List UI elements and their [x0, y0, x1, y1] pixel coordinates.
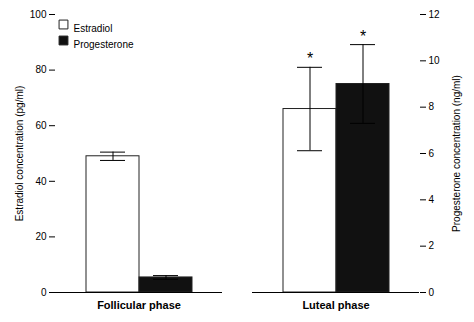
svg-text:Progesterone concentration (ng: Progesterone concentration (ng/ml): [451, 75, 462, 232]
svg-text:80: 80: [35, 64, 47, 75]
svg-text:*: *: [360, 28, 366, 45]
svg-text:60: 60: [35, 120, 47, 131]
svg-text:0: 0: [41, 287, 47, 298]
svg-text:12: 12: [429, 9, 441, 20]
svg-text:2: 2: [429, 240, 435, 251]
svg-text:Luteal phase: Luteal phase: [302, 299, 369, 311]
svg-text:*: *: [307, 50, 313, 67]
svg-text:8: 8: [429, 101, 435, 112]
svg-text:6: 6: [429, 148, 435, 159]
svg-text:Estradiol concentration (pg/ml: Estradiol concentration (pg/ml): [14, 86, 25, 222]
svg-text:100: 100: [30, 9, 47, 20]
svg-text:0: 0: [429, 287, 435, 298]
svg-text:Follicular phase: Follicular phase: [97, 299, 181, 311]
svg-text:Estradiol: Estradiol: [74, 23, 113, 34]
svg-text:20: 20: [35, 231, 47, 242]
svg-text:Progesterone: Progesterone: [74, 39, 134, 50]
svg-text:40: 40: [35, 176, 47, 187]
svg-text:4: 4: [429, 194, 435, 205]
svg-text:10: 10: [429, 55, 441, 66]
